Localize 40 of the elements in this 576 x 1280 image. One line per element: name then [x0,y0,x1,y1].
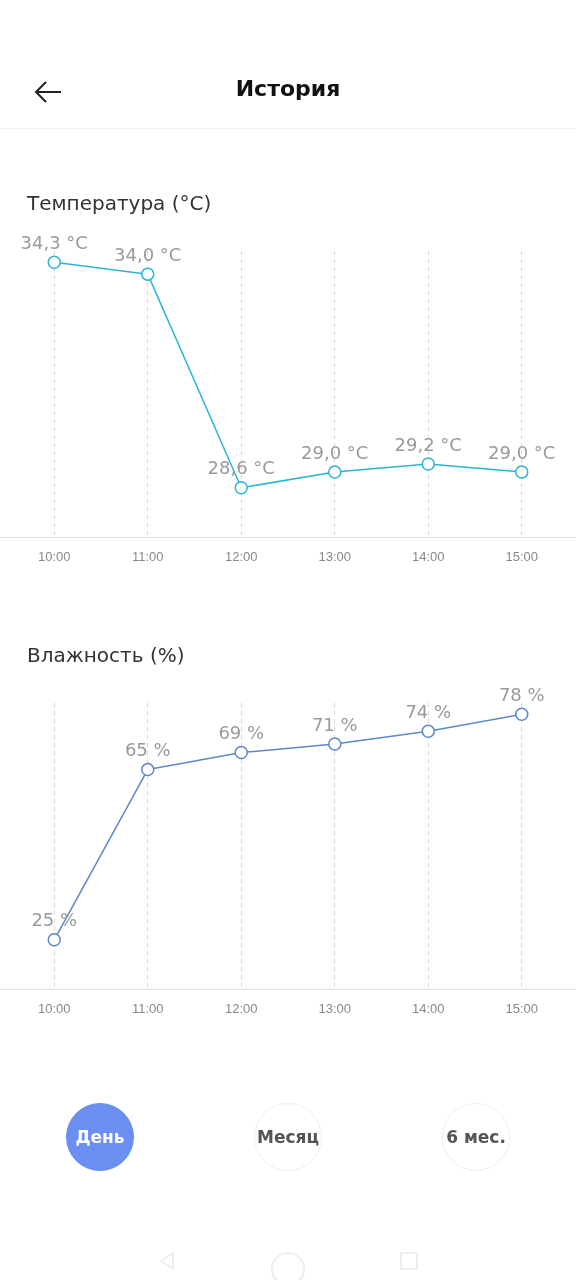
x-tick-label: 14:00 [411,548,445,564]
point [47,933,61,947]
text: 6 мес. [442,1103,510,1171]
text: Месяц [254,1103,322,1171]
data-label: 71 % [311,713,358,735]
text: День [66,1103,134,1171]
point [515,707,529,722]
chart-title: Температура (°C) [27,191,213,217]
x-tick-label: 12:00 [224,548,258,564]
point [421,724,435,739]
point [515,465,529,479]
x-tick-label: 13:00 [318,548,352,564]
data-label: 29,0 °C [488,441,556,463]
x-tick-label: 14:00 [411,1000,445,1016]
data-label: 29,0 °C [301,441,369,463]
x-tick-label: 11:00 [131,1000,164,1016]
x-tick-label: 15:00 [505,1000,539,1016]
point [421,457,435,471]
x-tick-label: 11:00 [131,548,164,564]
data-label: 29,2 °C [394,433,462,455]
point [234,481,248,495]
point [141,267,155,281]
point [47,255,61,270]
data-label: 74 % [405,700,452,722]
point [328,465,342,479]
x-tick-label: 12:00 [224,1000,258,1016]
point [234,745,248,760]
data-label: 69 % [218,722,265,744]
point [141,762,155,777]
x-tick-label: 13:00 [318,1000,352,1016]
x-tick-label: 15:00 [505,548,539,564]
text: История [234,76,342,101]
data-label: 34,3 °C [20,231,88,253]
data-label: 78 % [498,683,545,705]
point [328,737,342,751]
data-label: 34,0 °C [114,243,182,265]
x-tick-label: 10:00 [37,548,71,564]
x-tick-label: 10:00 [37,1000,71,1016]
chart-title: Влажность (%) [27,643,186,669]
data-label: 65 % [124,739,171,761]
